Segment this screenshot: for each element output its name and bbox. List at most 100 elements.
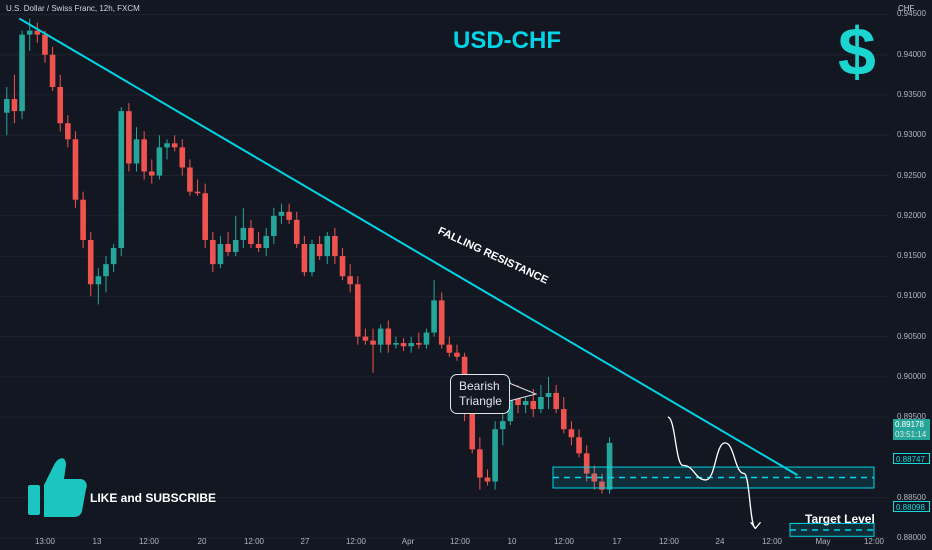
candle xyxy=(591,465,598,490)
candle-body xyxy=(416,343,422,345)
candle-body xyxy=(370,340,376,345)
candle-body xyxy=(583,453,590,474)
candle-body xyxy=(431,300,437,333)
candle-body xyxy=(26,30,33,35)
price-tick-label: 0.90500 xyxy=(897,331,926,341)
candle-body xyxy=(301,243,308,273)
candle xyxy=(316,235,323,261)
time-tick-label: 10 xyxy=(507,537,517,546)
candle-body xyxy=(446,344,453,353)
candle xyxy=(538,384,544,414)
candle-body xyxy=(362,336,369,341)
candle xyxy=(423,328,430,349)
candle-body xyxy=(576,437,582,454)
candle xyxy=(248,219,254,249)
candle xyxy=(271,207,277,244)
candle xyxy=(187,159,193,196)
candle-body xyxy=(438,300,445,345)
time-tick-label: 20 xyxy=(197,537,207,546)
candle-body xyxy=(19,34,25,112)
candle-body xyxy=(72,139,79,200)
candle-body xyxy=(65,123,71,140)
candle-body xyxy=(538,396,544,410)
candle xyxy=(148,159,155,184)
candle xyxy=(118,107,125,257)
candle-body xyxy=(179,147,186,168)
time-tick-label: 13:00 xyxy=(34,537,56,546)
candle xyxy=(324,231,331,265)
time-tick-label: 24 xyxy=(715,537,725,546)
candle-body xyxy=(34,30,41,35)
dollar-sign-icon: $ xyxy=(838,14,876,90)
candle xyxy=(339,248,346,281)
candle-body xyxy=(499,421,506,430)
candle xyxy=(370,328,376,373)
candle xyxy=(95,268,102,305)
candle xyxy=(522,396,529,414)
thumbs-up-icon xyxy=(28,458,87,517)
candle xyxy=(255,231,262,253)
candle-body xyxy=(477,449,483,478)
arrowhead-icon xyxy=(750,521,762,530)
candle-body xyxy=(400,343,407,347)
time-tick-label: 12:00 xyxy=(658,537,680,546)
candle-body xyxy=(141,139,147,172)
candle xyxy=(80,191,86,249)
candle xyxy=(225,231,231,257)
target-level-label: Target Level xyxy=(805,512,875,526)
candle-body xyxy=(42,34,48,55)
candle xyxy=(354,276,361,345)
price-tick-label: 0.93500 xyxy=(897,90,926,100)
candle xyxy=(576,429,582,458)
candle xyxy=(446,336,453,357)
falling-resistance-line[interactable] xyxy=(18,17,799,476)
candle-body xyxy=(286,211,292,220)
candle xyxy=(278,203,285,224)
chart-title: USD-CHF xyxy=(453,27,561,54)
time-tick-label: 12:00 xyxy=(138,537,160,546)
candle xyxy=(179,139,186,176)
candle xyxy=(560,396,567,434)
candle xyxy=(416,332,422,349)
candle-body xyxy=(324,235,331,257)
candle-body xyxy=(110,248,117,265)
time-tick-label: 12:00 xyxy=(243,537,265,546)
candle xyxy=(171,135,178,152)
candle xyxy=(240,207,247,249)
currency-label: CHF xyxy=(898,4,915,13)
candle-body xyxy=(522,401,529,406)
subscribe-label: LIKE and SUBSCRIBE xyxy=(90,491,217,505)
candle xyxy=(553,384,559,414)
candle xyxy=(286,203,292,224)
candle-body xyxy=(347,276,353,285)
price-tick-label: 0.90000 xyxy=(897,371,926,381)
candle xyxy=(87,231,94,297)
candle xyxy=(34,22,41,43)
price-tick-label: 0.89500 xyxy=(897,412,926,422)
candle-body xyxy=(240,227,247,240)
candle-body xyxy=(126,111,132,164)
candle xyxy=(438,292,445,349)
candle xyxy=(49,46,56,91)
candle-body xyxy=(156,147,163,176)
candle xyxy=(202,183,208,249)
candle xyxy=(484,469,491,486)
candle-body xyxy=(545,392,552,397)
candle xyxy=(454,344,460,361)
candle-series xyxy=(4,18,613,494)
time-tick-label: 17 xyxy=(612,537,622,546)
time-tick-label: May xyxy=(815,537,831,546)
candle-body xyxy=(568,429,575,438)
candle-body xyxy=(492,429,498,482)
candle-body xyxy=(95,276,102,285)
time-tick-label: Apr xyxy=(401,537,415,546)
candle xyxy=(347,264,353,293)
grid-lines xyxy=(0,13,890,539)
candle xyxy=(57,74,64,132)
price-tick-label: 0.88500 xyxy=(897,492,926,502)
candle xyxy=(583,445,590,482)
candle xyxy=(568,421,575,446)
candle xyxy=(103,256,109,293)
last-price-badge: 0.89178 xyxy=(893,419,930,430)
